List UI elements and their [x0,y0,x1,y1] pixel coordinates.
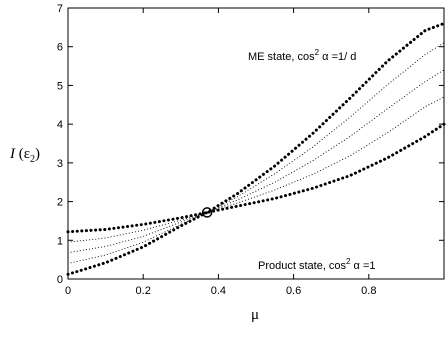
annotation-me-state: ME state, cos2 α =1/ d [248,48,356,63]
x-tick-label: 0.8 [361,285,376,297]
annotation-product-state: Product state, cos2 α =1 [258,257,376,272]
crossing-point-marker [201,207,213,218]
y-tick-label: 0 [57,274,63,286]
series-line-light [67,69,445,254]
x-tick-label: 0.4 [211,285,226,297]
series-line-light [67,96,445,243]
x-tick-label: 0 [65,285,71,297]
y-tick-label: 4 [57,119,63,131]
series-line-heavy [66,122,446,234]
y-tick-label: 5 [57,80,63,92]
y-axis-label: I (ε2) [9,146,40,165]
y-tick-label: 3 [57,158,63,170]
series-line-light [67,42,445,265]
tick-group: 0 0.2 0.4 0.6 0.8 0 1 2 3 4 5 6 7 [57,3,444,297]
plot-frame [67,7,445,280]
series-line-heavy [66,21,446,276]
y-tick-label: 7 [57,3,63,15]
y-tick-label: 2 [57,197,63,209]
x-axis-label: μ [251,307,259,323]
y-tick-label: 6 [57,42,63,54]
x-tick-label: 0.6 [286,285,301,297]
series-group [66,21,446,276]
y-tick-label: 1 [57,235,63,247]
x-tick-label: 0.2 [136,285,151,297]
